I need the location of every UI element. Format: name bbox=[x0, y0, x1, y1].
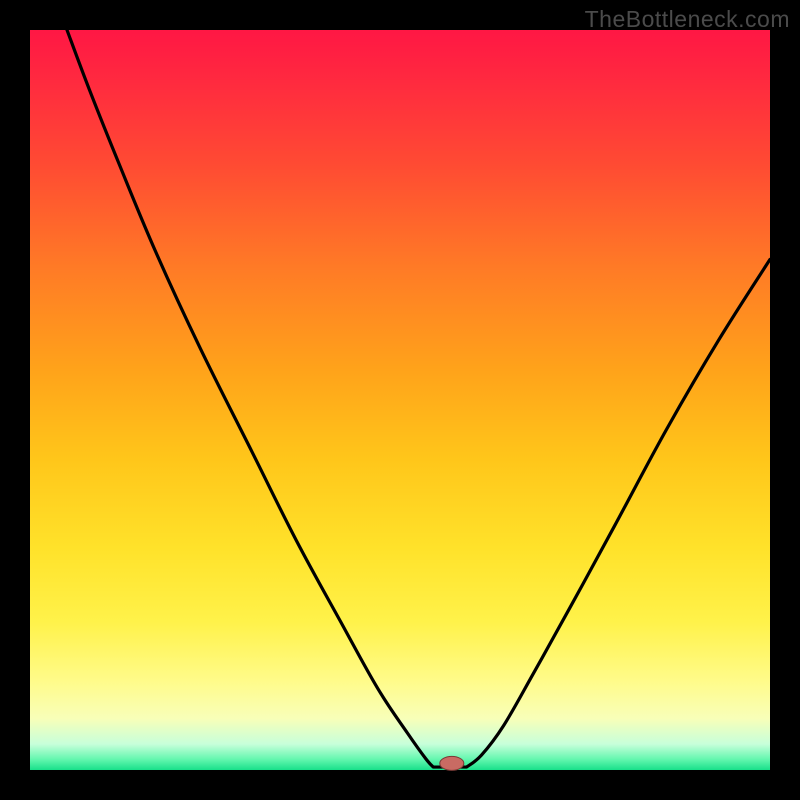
plot-background bbox=[30, 30, 770, 770]
watermark-text: TheBottleneck.com bbox=[585, 6, 790, 33]
optimal-marker bbox=[440, 756, 464, 770]
bottleneck-chart bbox=[0, 0, 800, 800]
chart-frame: TheBottleneck.com bbox=[0, 0, 800, 800]
